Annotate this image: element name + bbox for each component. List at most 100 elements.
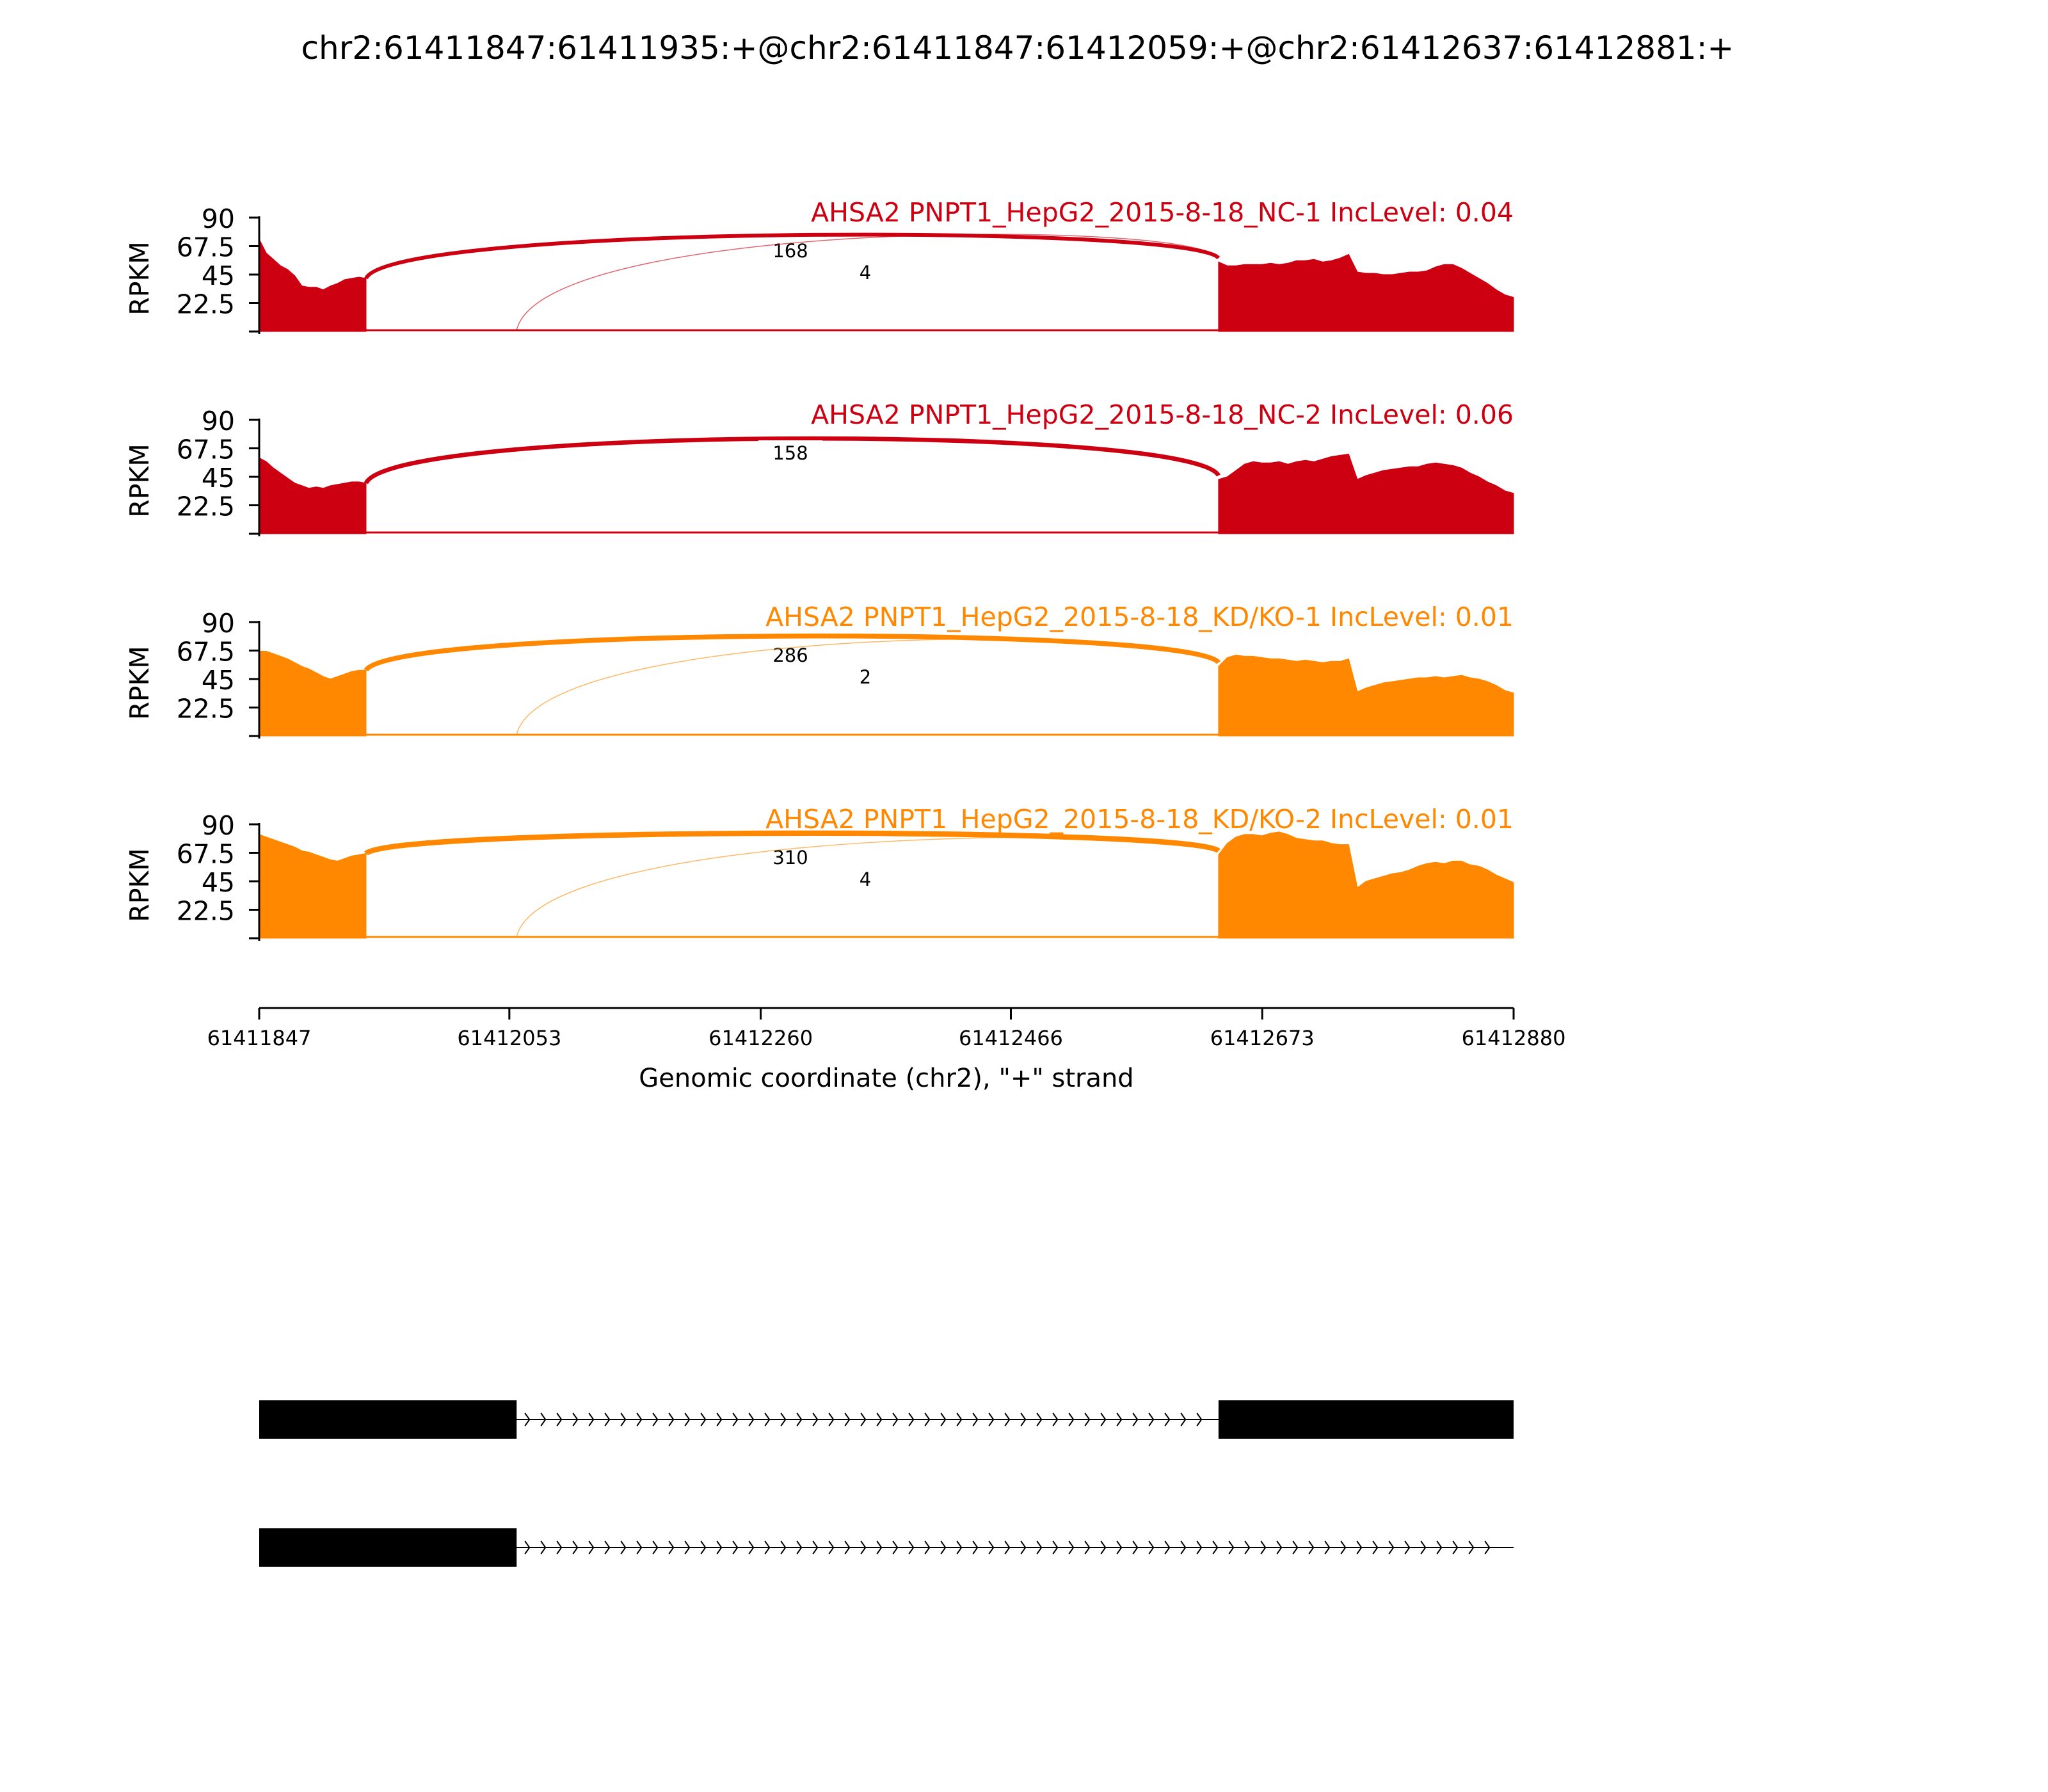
strand-arrow-icon [556,1540,563,1555]
track-label: AHSA2 PNPT1_HepG2_2015-8-18_KD/KO-1 IncL… [765,602,1514,632]
strand-arrow-icon [1324,1540,1331,1555]
y-tick-label: 90 [202,406,235,436]
y-axis-label: RPKM [124,646,155,719]
strand-arrow-icon [1068,1412,1075,1427]
junction-label-bg [833,260,897,285]
strand-arrow-icon [716,1412,723,1427]
gene-model-1 [259,1400,1514,1439]
strand-arrow-icon [1100,1412,1107,1427]
junction-count-label: 158 [772,442,808,464]
y-tick-label: 67.5 [177,232,235,263]
exon-block [1218,1400,1514,1439]
strand-arrow-icon [1196,1540,1203,1555]
strand-arrow-icon [1228,1540,1235,1555]
x-tick-label: 61411847 [207,1026,312,1050]
strand-arrow-icon [876,1540,883,1555]
strand-arrow-icon [1292,1540,1299,1555]
strand-arrow-icon [652,1412,659,1427]
y-tick-label: 90 [202,204,235,234]
exon-coverage-area [1218,654,1514,737]
y-tick-label: 67.5 [177,435,235,465]
strand-arrow-icon [572,1412,579,1427]
exon-coverage-area [1218,831,1514,939]
strand-arrow-icon [668,1540,675,1555]
strand-arrow-icon [876,1412,883,1427]
strand-arrow-icon [1404,1540,1411,1555]
exon-coverage-area [1218,253,1514,332]
strand-arrow-icon [748,1412,755,1427]
exon-coverage-area [259,651,367,737]
junction-count-label: 2 [860,666,871,688]
strand-arrow-icon [1260,1540,1267,1555]
strand-arrow-icon [1020,1412,1027,1427]
chart-title: chr2:61411847:61411935:+@chr2:61411847:6… [301,29,1734,67]
strand-arrow-icon [1004,1412,1011,1427]
strand-arrow-icon [524,1540,531,1555]
strand-arrow-icon [844,1540,851,1555]
gene-models [259,1400,1514,1567]
strand-arrow-icon [956,1412,963,1427]
strand-arrow-icon [620,1412,627,1427]
strand-arrow-icon [1132,1540,1139,1555]
junction-arc [364,232,1220,280]
strand-arrow-icon [812,1412,819,1427]
strand-arrow-icon [1468,1540,1475,1555]
strand-arrow-icon [540,1540,547,1555]
strand-arrow-icon [572,1540,579,1555]
strand-arrow-icon [1116,1540,1123,1555]
strand-arrow-icon [588,1412,595,1427]
junction-arc [516,234,1219,331]
strand-arrow-icon [924,1540,931,1555]
strand-arrow-icon [1244,1540,1251,1555]
strand-arrow-icon [1084,1412,1091,1427]
strand-arrow-icon [1212,1540,1219,1555]
exon-coverage-area [259,834,367,939]
strand-arrow-icon [1276,1540,1283,1555]
strand-arrow-icon [1372,1540,1379,1555]
exon-coverage-area [259,239,367,332]
junction-label-bg [758,238,822,264]
strand-arrow-icon [860,1412,867,1427]
strand-arrow-icon [764,1412,771,1427]
strand-arrow-icon [684,1412,691,1427]
strand-arrow-icon [764,1540,771,1555]
junction-label-bg [833,664,897,690]
strand-arrow-icon [700,1540,707,1555]
strand-arrow-icon [732,1412,739,1427]
strand-arrow-icon [1068,1540,1075,1555]
strand-arrow-icon [588,1540,595,1555]
strand-arrow-icon [1036,1412,1043,1427]
strand-arrow-icon [1164,1412,1171,1427]
strand-arrow-icon [1148,1412,1155,1427]
strand-arrow-icon [1452,1540,1459,1555]
strand-arrow-icon [988,1412,995,1427]
junction-label-bg [758,440,822,466]
strand-arrow-icon [892,1412,899,1427]
y-axis-label: RPKM [124,241,155,315]
y-tick-label: 67.5 [177,839,235,870]
strand-arrow-icon [812,1540,819,1555]
strand-arrow-icon [732,1540,739,1555]
strand-arrow-icon [1196,1412,1203,1427]
x-axis: 61411847 61412053 61412260 61412466 61412673… [207,1007,1565,1050]
y-tick-label: 45 [202,867,235,898]
y-tick-label: 45 [202,665,235,696]
strand-arrow-icon [940,1412,947,1427]
junction-arc [516,638,1219,735]
strand-arrow-icon [652,1540,659,1555]
strand-arrow-icon [972,1412,979,1427]
strand-arrow-icon [972,1540,979,1555]
x-tick-label: 61412673 [1210,1026,1315,1050]
track-label: AHSA2 PNPT1_HepG2_2015-8-18_NC-2 IncLeve… [811,399,1514,430]
strand-arrow-icon [828,1412,835,1427]
exon-block [259,1400,517,1439]
y-tick-label: 90 [202,608,235,639]
strand-arrow-icon [620,1540,627,1555]
strand-arrow-icon [1420,1540,1427,1555]
y-tick-label: 22.5 [177,896,235,927]
y-axis-label: RPKM [124,444,155,517]
